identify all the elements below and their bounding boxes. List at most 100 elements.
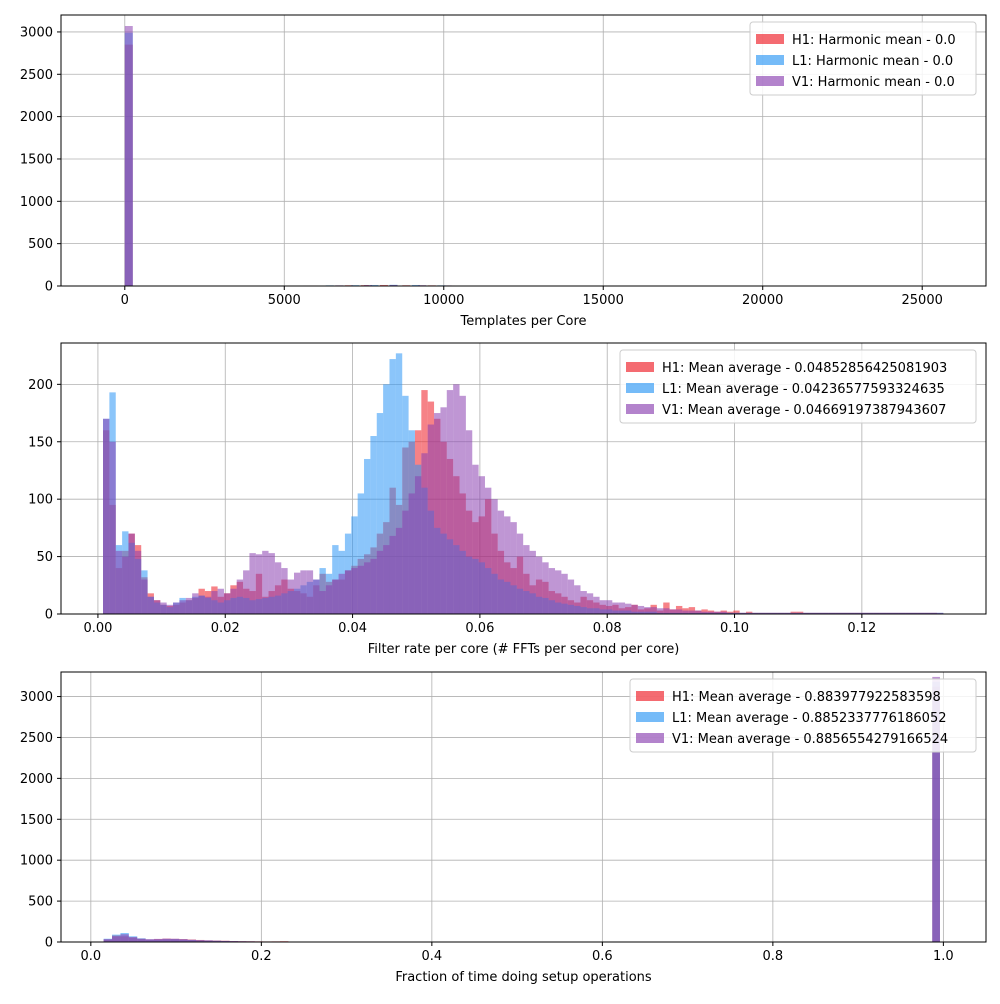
- histogram-bar-v1: [676, 609, 682, 614]
- histogram-bar-v1: [695, 611, 701, 614]
- histogram-bar-v1: [523, 545, 529, 614]
- histogram-bar-v1: [288, 580, 294, 614]
- histogram-bar-v1: [125, 26, 133, 286]
- histogram-bar-v1: [173, 603, 179, 614]
- histogram-bar-v1: [612, 603, 618, 614]
- histogram-bar-v1: [453, 384, 459, 614]
- y-tick-label: 2500: [20, 731, 53, 746]
- x-tick-label: 15000: [583, 293, 624, 308]
- histogram-bar-v1: [504, 516, 510, 614]
- y-tick-label: 2000: [20, 110, 53, 125]
- histogram-bar-v1: [491, 499, 497, 614]
- histogram-bar-v1: [162, 939, 170, 942]
- legend-entry-v1: V1: Harmonic mean - 0.0: [792, 75, 955, 90]
- histogram-bar-v1: [670, 609, 676, 614]
- x-tick-label: 10000: [423, 293, 464, 308]
- y-tick-label: 200: [28, 378, 53, 393]
- y-tick-label: 0: [45, 936, 53, 951]
- y-tick-label: 1000: [20, 195, 53, 210]
- legend-swatch-h1: [626, 362, 654, 372]
- histogram-bar-v1: [561, 574, 567, 614]
- legend-swatch-l1: [756, 55, 784, 65]
- legend: H1: Harmonic mean - 0.0L1: Harmonic mean…: [750, 22, 976, 95]
- legend-entry-v1: V1: Mean average - 0.04669197387943607: [662, 403, 946, 418]
- histogram-bar-v1: [141, 580, 147, 614]
- histogram-bar-v1: [218, 589, 224, 614]
- histogram-bar-v1: [549, 568, 555, 614]
- y-tick-label: 500: [28, 237, 53, 252]
- y-tick-label: 2500: [20, 68, 53, 83]
- y-tick-label: 1500: [20, 152, 53, 167]
- histogram-bar-v1: [689, 611, 695, 614]
- legend-entry-h1: H1: Harmonic mean - 0.0: [792, 33, 956, 48]
- histogram-bar-v1: [644, 607, 650, 614]
- histogram-bar-v1: [294, 573, 300, 614]
- histogram-bar-v1: [472, 465, 478, 614]
- x-tick-label: 0.08: [593, 621, 622, 636]
- histogram-bar-v1: [269, 553, 275, 614]
- histogram-bar-v1: [129, 937, 137, 942]
- histogram-bar-v1: [625, 604, 631, 614]
- histogram-bar-v1: [421, 453, 427, 614]
- legend-swatch-h1: [756, 34, 784, 44]
- histogram-bar-v1: [154, 600, 160, 614]
- x-tick-label: 5000: [268, 293, 301, 308]
- histogram-bar-v1: [109, 442, 115, 614]
- x-tick-label: 0.02: [211, 621, 240, 636]
- legend-swatch-l1: [626, 383, 654, 393]
- histogram-bar-v1: [122, 557, 128, 614]
- histogram-bar-v1: [682, 611, 688, 614]
- histogram-bar-v1: [466, 430, 472, 614]
- histogram-bar-v1: [657, 608, 663, 614]
- histogram-bar-v1: [345, 570, 351, 614]
- histogram-bar-v1: [396, 528, 402, 614]
- histogram-bar-v1: [205, 597, 211, 614]
- histogram-bar-v1: [517, 534, 523, 614]
- histogram-bar-v1: [243, 570, 249, 614]
- histogram-bar-v1: [256, 554, 262, 614]
- histogram-bar-v1: [619, 603, 625, 614]
- histogram-bar-v1: [224, 593, 230, 614]
- histogram-bar-v1: [415, 476, 421, 614]
- histogram-bar-v1: [313, 580, 319, 614]
- histogram-bar-v1: [663, 608, 669, 614]
- x-tick-label: 0.10: [720, 621, 749, 636]
- histogram-bar-v1: [370, 559, 376, 614]
- histogram-bar-v1: [300, 570, 306, 614]
- x-tick-label: 20000: [742, 293, 783, 308]
- x-tick-label: 0.2: [251, 949, 272, 964]
- histogram-bar-v1: [192, 593, 198, 614]
- legend-swatch-l1: [636, 712, 664, 722]
- y-tick-label: 1500: [20, 813, 53, 828]
- y-tick-label: 0: [45, 608, 53, 623]
- histogram-bar-v1: [230, 589, 236, 614]
- x-tick-label: 0: [121, 293, 129, 308]
- y-tick-label: 100: [28, 493, 53, 508]
- x-tick-label: 0.4: [422, 949, 443, 964]
- histogram-bar-v1: [536, 557, 542, 614]
- histogram-bar-v1: [600, 600, 606, 614]
- x-axis-label: Filter rate per core (# FFTs per second …: [368, 642, 680, 657]
- x-tick-label: 0.12: [847, 621, 876, 636]
- histogram-bar-v1: [148, 597, 154, 614]
- y-tick-label: 2000: [20, 772, 53, 787]
- histogram-bar-v1: [262, 551, 268, 614]
- histogram-bar-v1: [179, 600, 185, 614]
- histogram-bar-v1: [211, 591, 217, 614]
- y-tick-label: 0: [45, 280, 53, 295]
- histogram-bar-v1: [275, 562, 281, 614]
- histogram-bar-v1: [339, 574, 345, 614]
- histogram-bar-v1: [319, 591, 325, 614]
- histogram-bar-v1: [103, 419, 109, 614]
- histogram-bar-v1: [510, 522, 516, 614]
- histogram-bar-v1: [186, 598, 192, 614]
- histogram-bar-v1: [593, 597, 599, 614]
- histogram-bar-v1: [160, 603, 166, 614]
- legend-entry-l1: L1: Mean average - 0.8852337776186052: [672, 711, 947, 726]
- y-tick-label: 150: [28, 435, 53, 450]
- y-tick-label: 3000: [20, 25, 53, 40]
- legend-entry-h1: H1: Mean average - 0.883977922583598: [672, 690, 941, 705]
- histogram-bar-v1: [498, 511, 504, 614]
- legend: H1: Mean average - 0.04852856425081903L1…: [620, 350, 976, 423]
